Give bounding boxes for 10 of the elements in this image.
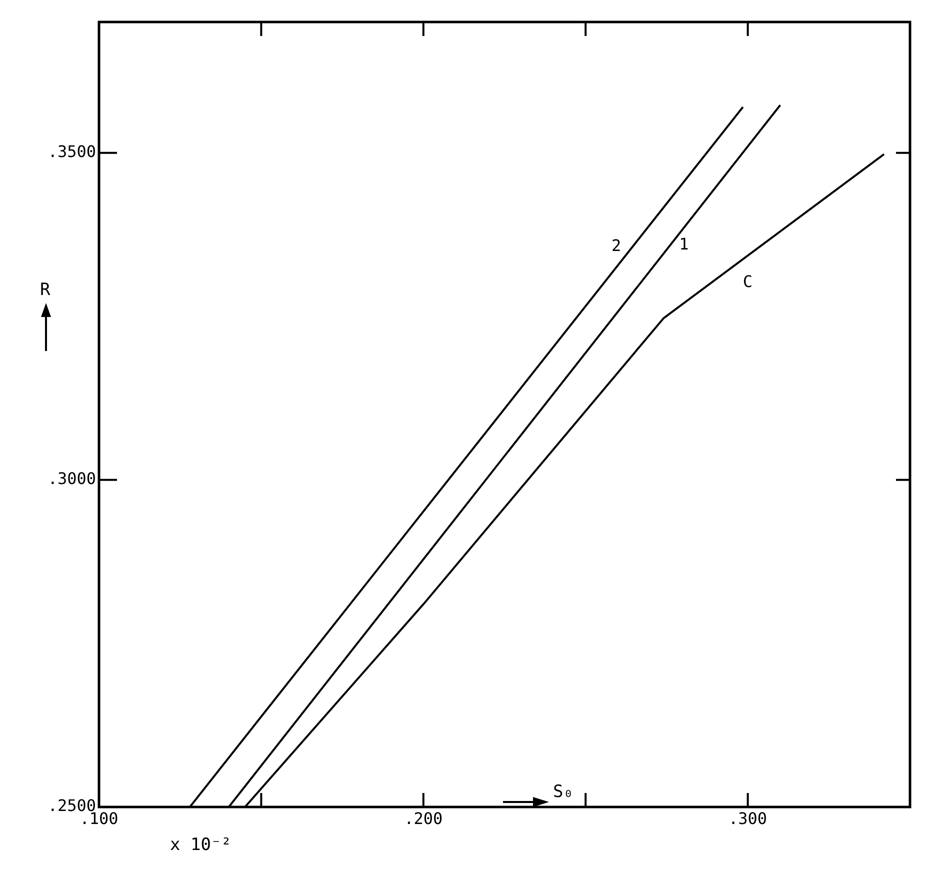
text: x 10⁻²: [170, 835, 232, 855]
x-axis-title: S₀: [553, 782, 574, 802]
y-tick-label: .3000: [48, 469, 96, 488]
series-label: 2: [611, 236, 622, 256]
x-tick-label: .200: [404, 808, 443, 828]
series-label: 1: [679, 234, 689, 254]
y-tick-label: .3500: [48, 142, 96, 161]
y-axis-title: R: [40, 280, 50, 300]
x-tick-label: .300: [728, 808, 768, 828]
series-label: C: [742, 272, 752, 292]
